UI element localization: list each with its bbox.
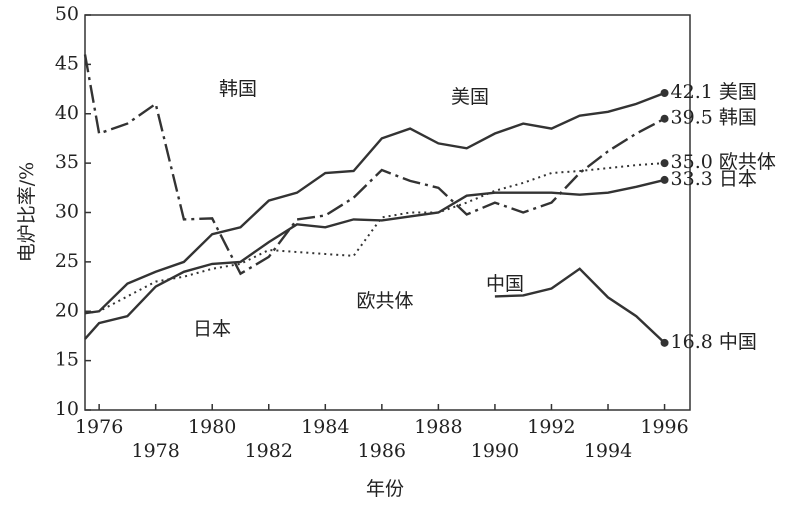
series-label: 日本	[193, 318, 231, 340]
series-line	[84, 91, 666, 315]
end-series-label: 美国	[719, 81, 757, 103]
value-label: 16.8	[671, 331, 713, 353]
series-line	[494, 267, 666, 344]
x-tick-label: 1980	[188, 416, 236, 438]
end-point	[660, 159, 669, 168]
end-point	[660, 338, 669, 347]
value-label: 42.1	[671, 81, 713, 103]
x-tick-label: 1996	[640, 416, 688, 438]
end-series-label: 韩国	[719, 107, 757, 129]
value-label: 35.0	[671, 151, 713, 173]
end-point	[660, 89, 669, 98]
x-tick-label: 1984	[301, 416, 349, 438]
y-tick-label: 50	[55, 3, 79, 25]
series-line	[84, 178, 665, 340]
x-tick-label: 1982	[245, 440, 293, 462]
value-label: 39.5	[671, 107, 713, 129]
y-tick-label: 30	[55, 201, 79, 223]
x-tick-label: 1994	[584, 440, 632, 462]
x-tick-label: 1992	[527, 416, 575, 438]
plot-frame	[84, 14, 691, 411]
y-axis-label: 电炉比率/%	[16, 162, 38, 262]
x-tick-label: 1978	[131, 440, 179, 462]
end-point	[660, 114, 669, 123]
x-tick-label: 1990	[471, 440, 519, 462]
series-label: 中国	[486, 273, 524, 295]
y-tick-label: 20	[55, 299, 79, 321]
series-line	[83, 54, 666, 276]
x-axis-label: 年份	[366, 478, 404, 500]
y-tick-label: 10	[55, 398, 79, 420]
end-series-label: 欧共体	[719, 151, 776, 173]
y-tick-label: 40	[55, 102, 79, 124]
end-series-label: 日本	[719, 168, 757, 190]
end-series-label: 中国	[719, 331, 757, 353]
series-label: 欧共体	[356, 290, 413, 312]
value-label: 33.3	[671, 168, 713, 190]
end-point	[660, 175, 669, 184]
series-label: 美国	[451, 86, 489, 108]
y-tick-label: 45	[55, 52, 79, 74]
y-tick-label: 25	[55, 250, 79, 272]
x-tick-label: 1976	[75, 416, 123, 438]
x-tick-label: 1986	[358, 440, 406, 462]
series-label: 韩国	[219, 78, 257, 100]
y-tick-label: 15	[55, 349, 79, 371]
y-tick-label: 35	[55, 151, 79, 173]
x-tick-label: 1988	[414, 416, 462, 438]
